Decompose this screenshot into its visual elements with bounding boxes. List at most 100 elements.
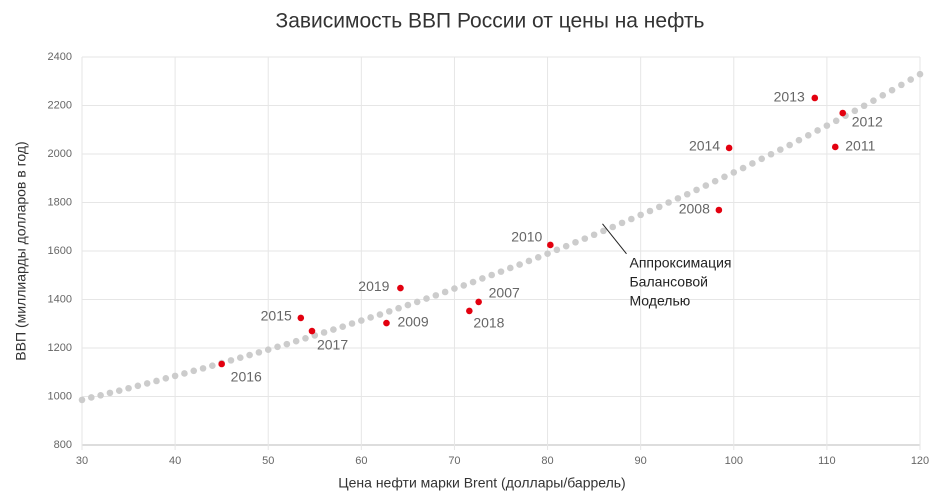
approximation-dot [88, 394, 95, 401]
data-point [715, 206, 723, 214]
approximation-dot [460, 282, 468, 289]
x-tick-label: 40 [169, 455, 181, 467]
approximation-dot [749, 160, 756, 167]
approximation-dot [330, 326, 337, 333]
x-tick-label: 70 [448, 455, 460, 467]
approximation-dot [916, 70, 924, 78]
approximation-dot [739, 164, 747, 172]
approximation-dot [320, 329, 328, 336]
approximation-dot [209, 362, 216, 370]
approximation-dot [507, 264, 514, 272]
y-tick-label: 2000 [48, 148, 72, 160]
approximation-dot [451, 285, 458, 292]
data-point [218, 360, 225, 368]
point-label: 2011 [845, 138, 875, 154]
point-label: 2010 [511, 229, 542, 245]
x-tick-label: 120 [911, 455, 929, 467]
point-label: 2015 [261, 308, 292, 324]
approximation-dot [534, 254, 542, 261]
approximation-dot [860, 102, 868, 110]
approximation-dot [525, 257, 533, 265]
annotation-text: Балансовой [629, 274, 708, 290]
approximation-dot [655, 203, 663, 211]
approximation-dot [432, 292, 440, 299]
approximation-dot [665, 199, 672, 206]
approximation-dot [227, 357, 235, 364]
point-label: 2016 [231, 369, 262, 385]
x-tick-label: 50 [262, 455, 274, 467]
annotation-text: Моделью [629, 293, 690, 309]
approximation-dot [125, 384, 132, 392]
x-tick-label: 80 [541, 455, 553, 467]
point-label: 2009 [397, 314, 428, 330]
approximation-dot [870, 97, 877, 104]
approximation-dot [171, 372, 179, 380]
approximation-dot [488, 271, 495, 279]
x-tick-label: 60 [355, 455, 367, 467]
y-tick-label: 2200 [48, 99, 72, 111]
point-label: 2019 [358, 278, 389, 294]
approximation-dot [246, 351, 253, 359]
approximation-dot [516, 261, 523, 268]
x-tick-label: 100 [725, 455, 743, 467]
chart-title: Зависимость ВВП России от цены на нефть [276, 10, 705, 33]
x-tick-label: 90 [635, 455, 647, 467]
data-point [725, 144, 733, 152]
point-label: 2018 [473, 315, 504, 331]
approximation-dot [469, 278, 477, 286]
approximation-dot [348, 320, 356, 327]
approximation-dot [637, 211, 644, 219]
approximation-dot [730, 169, 738, 176]
approximation-dot [162, 375, 170, 382]
y-tick-label: 1000 [48, 390, 72, 402]
point-label: 2007 [489, 285, 520, 301]
approximation-dot [777, 146, 784, 153]
approximation-dot [600, 227, 607, 235]
approximation-dot [255, 349, 263, 356]
approximation-dot [618, 219, 626, 227]
point-label: 2014 [689, 138, 720, 154]
data-point [466, 307, 473, 315]
approximation-dot [97, 391, 104, 399]
approximation-dot [479, 275, 486, 282]
point-label: 2017 [317, 337, 348, 353]
approximation-dot [153, 377, 160, 385]
approximation-dot [879, 92, 887, 99]
approximation-dot [851, 107, 859, 115]
point-label: 2008 [679, 201, 710, 217]
approximation-dot [758, 155, 766, 163]
x-tick-label: 110 [818, 455, 836, 467]
approximation-dot [497, 268, 505, 275]
approximation-dot [143, 380, 151, 387]
approximation-dot [264, 346, 272, 353]
approximation-dot [404, 301, 412, 309]
annotation-leader [602, 223, 627, 255]
data-point [839, 109, 847, 117]
approximation-dot [646, 207, 654, 215]
approximation-dot [721, 173, 728, 181]
approximation-dot [106, 389, 114, 397]
approximation-dot [898, 81, 905, 89]
approximation-dot [795, 136, 803, 144]
approximation-dot [376, 311, 384, 318]
approximation-dot [367, 314, 374, 321]
approximation-dot [292, 337, 300, 345]
approximation-dot [385, 308, 393, 315]
approximation-dot [544, 250, 551, 257]
data-point [475, 298, 482, 306]
approximation-dot [814, 127, 821, 134]
data-point [308, 327, 316, 335]
approximation-dot [134, 382, 142, 390]
approximation-dot [711, 177, 719, 185]
approximation-dot [823, 122, 831, 129]
y-tick-label: 2400 [48, 51, 72, 63]
approximation-dot [553, 246, 561, 254]
x-axis-title: Цена нефти марки Brent (доллары/баррель) [338, 475, 625, 491]
approximation-dot [804, 132, 812, 139]
data-point [297, 314, 305, 322]
approximation-dot [190, 367, 198, 375]
approximation-dot [683, 190, 691, 198]
approximation-dot [199, 365, 207, 372]
approximation-dot [283, 340, 291, 348]
